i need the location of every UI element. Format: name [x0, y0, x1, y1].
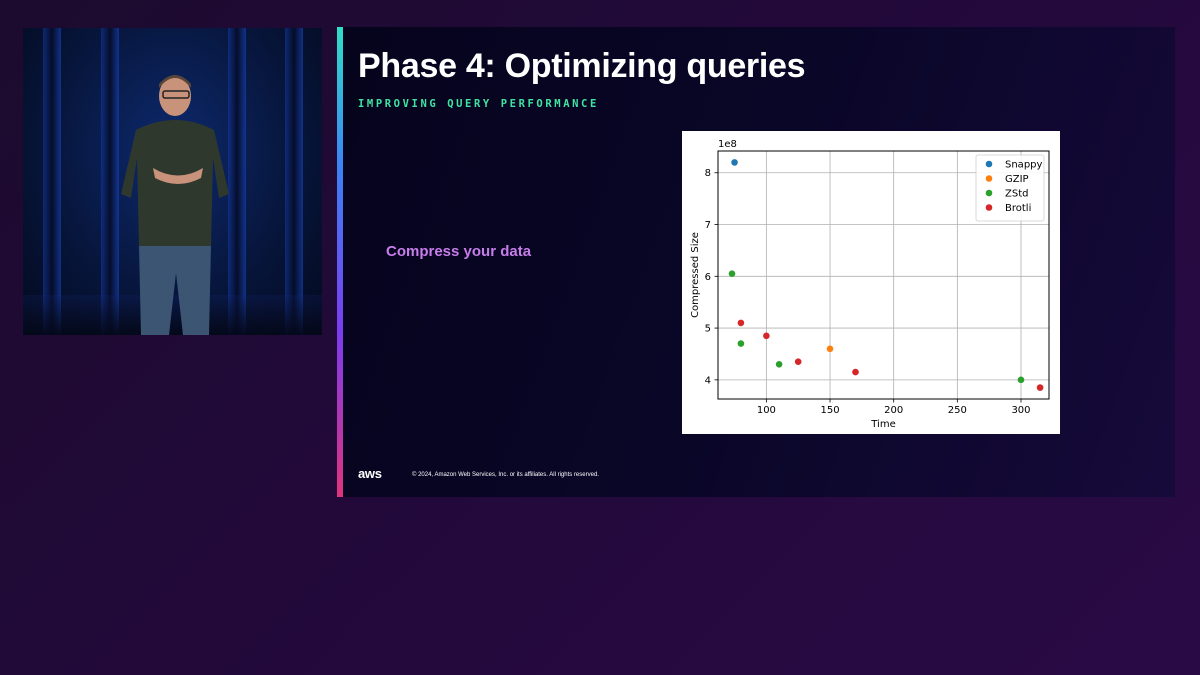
- data-point-brotli: [763, 332, 770, 340]
- data-point-brotli: [737, 319, 745, 327]
- data-points: [728, 159, 1044, 391]
- legend-label-zstd: ZStd: [1005, 189, 1028, 200]
- data-point-brotli: [852, 368, 859, 376]
- accent-bar: [337, 27, 343, 497]
- y-tick-label: 8: [705, 168, 711, 179]
- y-tick-label: 4: [705, 375, 711, 386]
- data-point-snappy: [731, 159, 738, 166]
- data-point-zstd: [737, 340, 745, 347]
- y-axis-label: Compressed Size: [690, 232, 701, 318]
- plot-frame: [717, 150, 1050, 400]
- stage-curtain: [228, 28, 246, 335]
- legend-box: [975, 154, 1045, 222]
- y-tick-label: 7: [705, 220, 711, 231]
- scatter-chart: 100 150 200 250 300 4 5 6 7 8 1e8 Time Compressed…: [682, 131, 1060, 434]
- presentation-slide: Phase 4: Optimizing queries IMPROVING QU…: [337, 27, 1175, 497]
- y-tick-label: 6: [705, 272, 711, 283]
- x-axis-label: Time: [870, 419, 895, 430]
- legend-label-snappy: Snappy: [1005, 160, 1043, 171]
- chart-grid: [718, 151, 1049, 399]
- stage-curtain: [101, 28, 119, 335]
- speaker-figure: [121, 75, 229, 335]
- data-point-gzip: [826, 345, 834, 353]
- aws-logo: aws: [358, 466, 382, 481]
- legend-label-brotli: Brotli: [1005, 203, 1031, 214]
- x-tick-label: 100: [757, 405, 776, 416]
- legend-label-gzip: GZIP: [1005, 174, 1029, 185]
- data-point-zstd: [1017, 376, 1025, 384]
- legend-marker-zstd: [985, 189, 993, 197]
- y-offset-label: 1e8: [718, 139, 737, 150]
- data-point-zstd: [728, 270, 736, 278]
- data-point-brotli: [1036, 384, 1044, 391]
- chart-legend: Snappy GZIP ZStd Brotli: [975, 154, 1045, 222]
- x-tick-label: 200: [884, 405, 903, 416]
- x-tick-label: 250: [948, 405, 967, 416]
- copyright-text: © 2024, Amazon Web Services, Inc. or its…: [412, 472, 599, 478]
- chart-canvas: 100 150 200 250 300 4 5 6 7 8 1e8 Time Compressed…: [690, 139, 1050, 430]
- slide-bullet: Compress your data: [386, 243, 532, 260]
- stage-curtain: [285, 28, 303, 335]
- y-tick-label: 5: [705, 324, 711, 335]
- axis-ticks: 100 150 200 250 300 4 5 6 7 8: [705, 168, 1031, 416]
- x-tick-label: 300: [1011, 405, 1030, 416]
- slide-subtitle: IMPROVING QUERY PERFORMANCE: [358, 98, 599, 110]
- data-point-zstd: [775, 361, 783, 368]
- stage-curtain: [43, 28, 61, 335]
- data-point-brotli: [794, 358, 802, 366]
- legend-marker-snappy: [985, 160, 993, 168]
- speaker-video: [23, 28, 322, 335]
- x-tick-label: 150: [820, 405, 839, 416]
- legend-marker-gzip: [985, 175, 993, 182]
- legend-marker-brotli: [985, 204, 993, 211]
- slide-title: Phase 4: Optimizing queries: [358, 47, 806, 85]
